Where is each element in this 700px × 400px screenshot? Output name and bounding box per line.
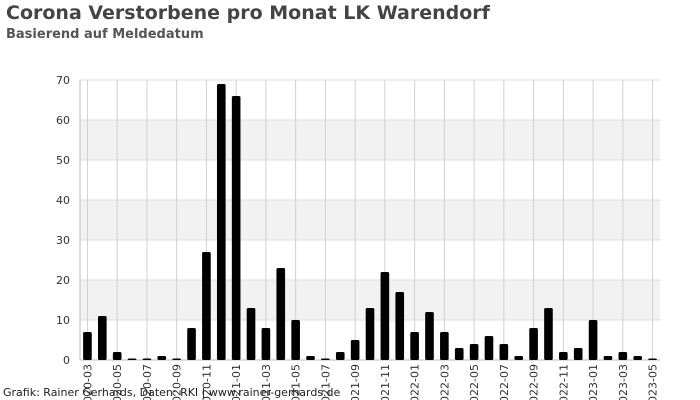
bar-2020-05: [112, 352, 122, 360]
bar-2020-10: [187, 328, 196, 360]
x-tick-label: 2021-03: [260, 364, 273, 400]
bar-2022-01: [410, 332, 419, 360]
grid-band: [80, 200, 660, 240]
bar-2022-05: [469, 344, 479, 360]
x-tick-label: 2022-09: [528, 364, 541, 400]
credit-line: Grafik: Rainer Gerhards, Daten: RKI | ww…: [3, 386, 341, 399]
x-tick-label: 2022-03: [438, 364, 451, 400]
bar-2020-09: [172, 358, 181, 360]
bar-2021-02: [246, 308, 256, 360]
x-tick-label: 2020-07: [141, 364, 154, 400]
x-tick-label: 2022-01: [409, 364, 422, 400]
bar-2021-10: [365, 308, 375, 360]
bar-2021-04: [276, 268, 286, 360]
x-tick-label: 2020-09: [171, 364, 184, 400]
bar-2022-11: [559, 352, 568, 360]
x-tick-label: 2022-07: [498, 364, 511, 400]
bar-2023-03: [618, 352, 628, 360]
x-tick-label: 2022-11: [557, 364, 570, 400]
bar-2021-01: [231, 96, 241, 360]
x-tick-label: 2023-05: [647, 364, 660, 400]
bar-2021-11: [380, 272, 390, 360]
x-tick-label: 2020-05: [111, 364, 124, 400]
bar-2022-12: [573, 348, 583, 360]
y-tick-label: 60: [56, 114, 70, 127]
y-tick-label: 70: [56, 74, 70, 87]
bar-2021-08: [335, 352, 345, 360]
bar-2022-07: [499, 344, 509, 360]
bar-2022-09: [529, 328, 538, 360]
bar-2020-12: [216, 84, 226, 360]
bar-2020-03: [83, 332, 92, 360]
bar-2020-04: [97, 316, 107, 360]
bar-2021-12: [395, 292, 405, 360]
bar-2023-02: [603, 356, 613, 360]
bar-2022-08: [514, 356, 524, 360]
y-tick-label: 10: [56, 314, 70, 327]
bar-2023-01: [588, 320, 598, 360]
x-tick-label: 2021-11: [379, 364, 392, 400]
bar-2023-05: [648, 358, 657, 360]
bar-2022-10: [544, 308, 553, 360]
bar-2022-04: [454, 348, 464, 360]
x-tick-label: 2021-05: [290, 364, 303, 400]
y-tick-label: 50: [56, 154, 70, 167]
bar-2021-03: [261, 328, 271, 360]
y-tick-label: 20: [56, 274, 70, 287]
bar-2020-08: [157, 356, 167, 360]
bar-2023-04: [633, 356, 643, 360]
y-tick-label: 0: [63, 354, 70, 367]
y-tick-label: 40: [56, 194, 70, 207]
grid-band: [80, 120, 660, 160]
bar-2021-07: [321, 358, 330, 360]
x-tick-label: 2021-01: [230, 364, 243, 400]
chart-title: Corona Verstorbene pro Monat LK Warendor…: [6, 2, 490, 24]
bar-2020-07: [142, 358, 152, 360]
chart-subtitle: Basierend auf Meldedatum: [6, 27, 204, 42]
bar-2021-06: [306, 356, 315, 360]
x-tick-label: 2023-01: [587, 364, 600, 400]
y-tick-label: 30: [56, 234, 70, 247]
x-tick-label: 2023-03: [617, 364, 630, 400]
bar-2020-06: [127, 358, 137, 360]
x-tick-label: 2020-03: [81, 364, 94, 400]
bar-2021-09: [350, 340, 360, 360]
x-tick-label: 2021-07: [319, 364, 332, 400]
bar-2022-02: [425, 312, 434, 360]
x-tick-label: 2021-09: [349, 364, 362, 400]
x-tick-label: 2022-05: [468, 364, 481, 400]
bar-2022-03: [440, 332, 449, 360]
x-tick-label: 2020-11: [200, 364, 213, 400]
bar-2021-05: [291, 320, 300, 360]
bar-2022-06: [484, 336, 494, 360]
bar-2020-11: [202, 252, 211, 360]
